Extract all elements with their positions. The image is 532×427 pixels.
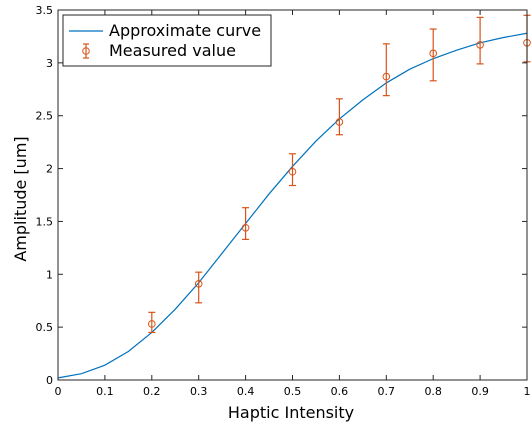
legend-label-measured-value: Measured value bbox=[109, 41, 236, 60]
x-axis-label: Haptic Intensity bbox=[228, 403, 354, 422]
x-tick-label: 0.1 bbox=[96, 385, 114, 398]
axes: 0 0.1 0.2 0.3 0.4 0.5 0.6 0.7 0.8 0.9 1 0 0.5 1 1.5 2 2.… bbox=[36, 4, 531, 398]
y-tick-label: 3.5 bbox=[36, 4, 54, 17]
data-point bbox=[148, 320, 156, 328]
y-tick-label: 1.5 bbox=[36, 215, 54, 228]
x-tick-label: 0.6 bbox=[331, 385, 349, 398]
y-axis-label: Amplitude [um] bbox=[11, 136, 30, 261]
y-tick-label: 2.5 bbox=[36, 110, 54, 123]
x-tick-label: 0.8 bbox=[424, 385, 442, 398]
data-point bbox=[429, 49, 438, 58]
data-point bbox=[476, 41, 484, 49]
y-tick-label: 3 bbox=[46, 57, 53, 70]
data-point bbox=[382, 72, 391, 81]
x-tick-label: 0 bbox=[55, 385, 62, 398]
data-point bbox=[194, 280, 203, 288]
x-tick-label: 1 bbox=[524, 385, 531, 398]
legend-label-approximate-curve: Approximate curve bbox=[109, 21, 261, 40]
x-tick-label: 0.9 bbox=[471, 385, 489, 398]
data-point bbox=[241, 223, 250, 232]
legend-swatch-marker bbox=[82, 47, 90, 55]
x-tick-label: 0.3 bbox=[190, 385, 208, 398]
x-tick-label: 0.2 bbox=[143, 385, 161, 398]
y-tick-label: 0.5 bbox=[36, 321, 54, 334]
y-tick-label: 1 bbox=[46, 268, 53, 281]
legend-box bbox=[62, 14, 272, 67]
x-tick-label: 0.7 bbox=[378, 385, 396, 398]
x-tick-label: 0.4 bbox=[237, 385, 255, 398]
data-point bbox=[288, 167, 297, 176]
x-tick-label: 0.5 bbox=[284, 385, 302, 398]
data-point bbox=[335, 118, 344, 126]
y-tick-label: 0 bbox=[46, 374, 53, 387]
y-tick-label: 2 bbox=[46, 163, 53, 176]
